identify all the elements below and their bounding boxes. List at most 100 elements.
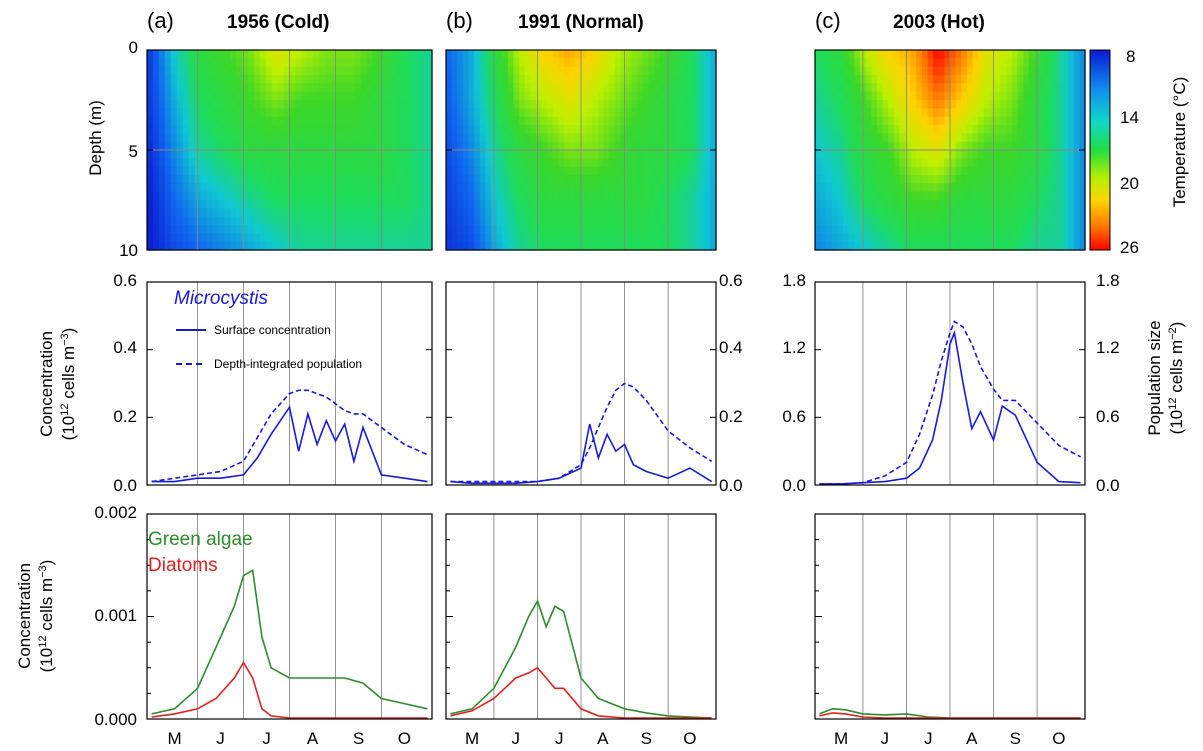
heatmap-cell [899, 200, 906, 209]
heatmap-cell [552, 58, 560, 68]
heatmap-cell [277, 125, 285, 134]
heatmap-cell [905, 75, 912, 84]
heatmap-cell [1023, 158, 1030, 168]
heatmap-cell [1062, 50, 1069, 59]
heatmap-cell [402, 175, 409, 184]
heatmap-cell [671, 125, 678, 134]
heatmap-cell [671, 158, 678, 168]
heatmap-cell [295, 216, 302, 226]
heatmap-cell [972, 125, 979, 134]
heatmap-cell [837, 116, 844, 126]
heatmap-cell [259, 175, 267, 184]
heatmap-cell [212, 116, 219, 126]
heatmap-cell [230, 241, 237, 251]
heatmap-cell [893, 125, 900, 134]
heatmap-cell [188, 125, 196, 134]
heatmap-cell [289, 166, 297, 176]
heatmap-cell [888, 66, 895, 76]
heatmap-cell [944, 100, 951, 109]
heatmap-cell [620, 58, 627, 68]
colorbar-tick-8: 8 [1126, 47, 1135, 66]
heatmap-cell [966, 91, 974, 101]
heatmap-cell [236, 200, 243, 209]
heatmap-cell [541, 66, 548, 76]
heatmap-cell [1000, 191, 1007, 201]
heatmap-cell [921, 191, 929, 201]
heatmap-cell [831, 183, 839, 193]
heatmap-cell [283, 225, 291, 234]
heatmap-cell [837, 216, 844, 226]
heatmap-cell [983, 91, 990, 101]
heatmap-cell [253, 183, 261, 193]
heatmap-cell [402, 133, 409, 143]
heatmap-cell [158, 200, 166, 209]
heatmap-cell [360, 108, 368, 118]
heatmap-cell [581, 66, 588, 76]
heatmap-cell [253, 150, 261, 159]
heatmap-cell [826, 100, 833, 109]
heatmap-cell [247, 125, 255, 134]
heatmap-cell [1045, 175, 1052, 184]
heatmap-cell [485, 141, 492, 151]
heatmap-cell [426, 58, 433, 68]
heatmap-cell [342, 58, 350, 68]
heatmap-cell [676, 216, 683, 226]
heatmap-cell [978, 66, 985, 76]
heatmap-cell [502, 141, 509, 151]
heatmap-cell [1079, 116, 1086, 126]
heatmap-cell [552, 50, 560, 59]
heatmap-cell [597, 166, 605, 176]
heatmap-cell [474, 75, 481, 84]
heatmap-cell [247, 116, 255, 126]
heatmap-cell [950, 108, 957, 118]
heatmap-cell [905, 116, 912, 126]
heatmap-cell [614, 133, 621, 143]
heatmap-cell [1023, 91, 1030, 101]
heatmap-cell [659, 183, 666, 193]
heatmap-cell [158, 83, 166, 93]
heatmap-cell [916, 100, 923, 109]
heatmap-cell [558, 133, 565, 143]
heatmap-cell [479, 133, 486, 143]
heatmap-cell [1006, 108, 1013, 118]
heatmap-cell [1006, 175, 1013, 184]
heatmap-cell [1023, 125, 1030, 134]
heatmap-cell [253, 166, 261, 176]
heatmap-cell [888, 200, 895, 209]
heatmap-cell [854, 208, 861, 218]
heatmap-cell [944, 208, 951, 218]
diatoms-line [450, 666, 712, 719]
heatmap-cell [682, 100, 689, 109]
heatmap-cell [637, 116, 644, 126]
heatmap-cell [152, 83, 160, 93]
heatmap-cell [182, 141, 190, 151]
heatmap-cell [995, 166, 1002, 176]
heatmap-cell [699, 150, 706, 159]
heatmap-cell [989, 166, 996, 176]
heatmap-cell [420, 141, 427, 151]
heatmap-cell [581, 100, 588, 109]
heatmap-cell [206, 133, 213, 143]
heatmap-cell [637, 158, 644, 168]
heatmap-cell [342, 141, 350, 151]
heatmap-cell [882, 75, 889, 84]
heatmap-cell [170, 150, 178, 159]
heatmap-cell [995, 225, 1002, 234]
heatmap-cell [360, 233, 368, 243]
heatmap-cell [820, 150, 827, 159]
heatmap-cell [648, 125, 655, 134]
heatmap-cell [182, 183, 190, 193]
heatmap-cell [541, 108, 548, 118]
heatmap-cell [620, 158, 627, 168]
heatmap-cell [200, 216, 207, 226]
heatmap-cell [1073, 150, 1080, 159]
heatmap-cell [671, 200, 678, 209]
heatmap-cell [871, 66, 878, 76]
heatmap-cell [631, 75, 638, 84]
heatmap-cell [933, 141, 940, 151]
heatmap-cell [882, 116, 889, 126]
heatmap-cell [637, 216, 644, 226]
heatmap-cell [631, 100, 638, 109]
heatmap-cell [319, 83, 326, 93]
heatmap-cell [687, 83, 695, 93]
